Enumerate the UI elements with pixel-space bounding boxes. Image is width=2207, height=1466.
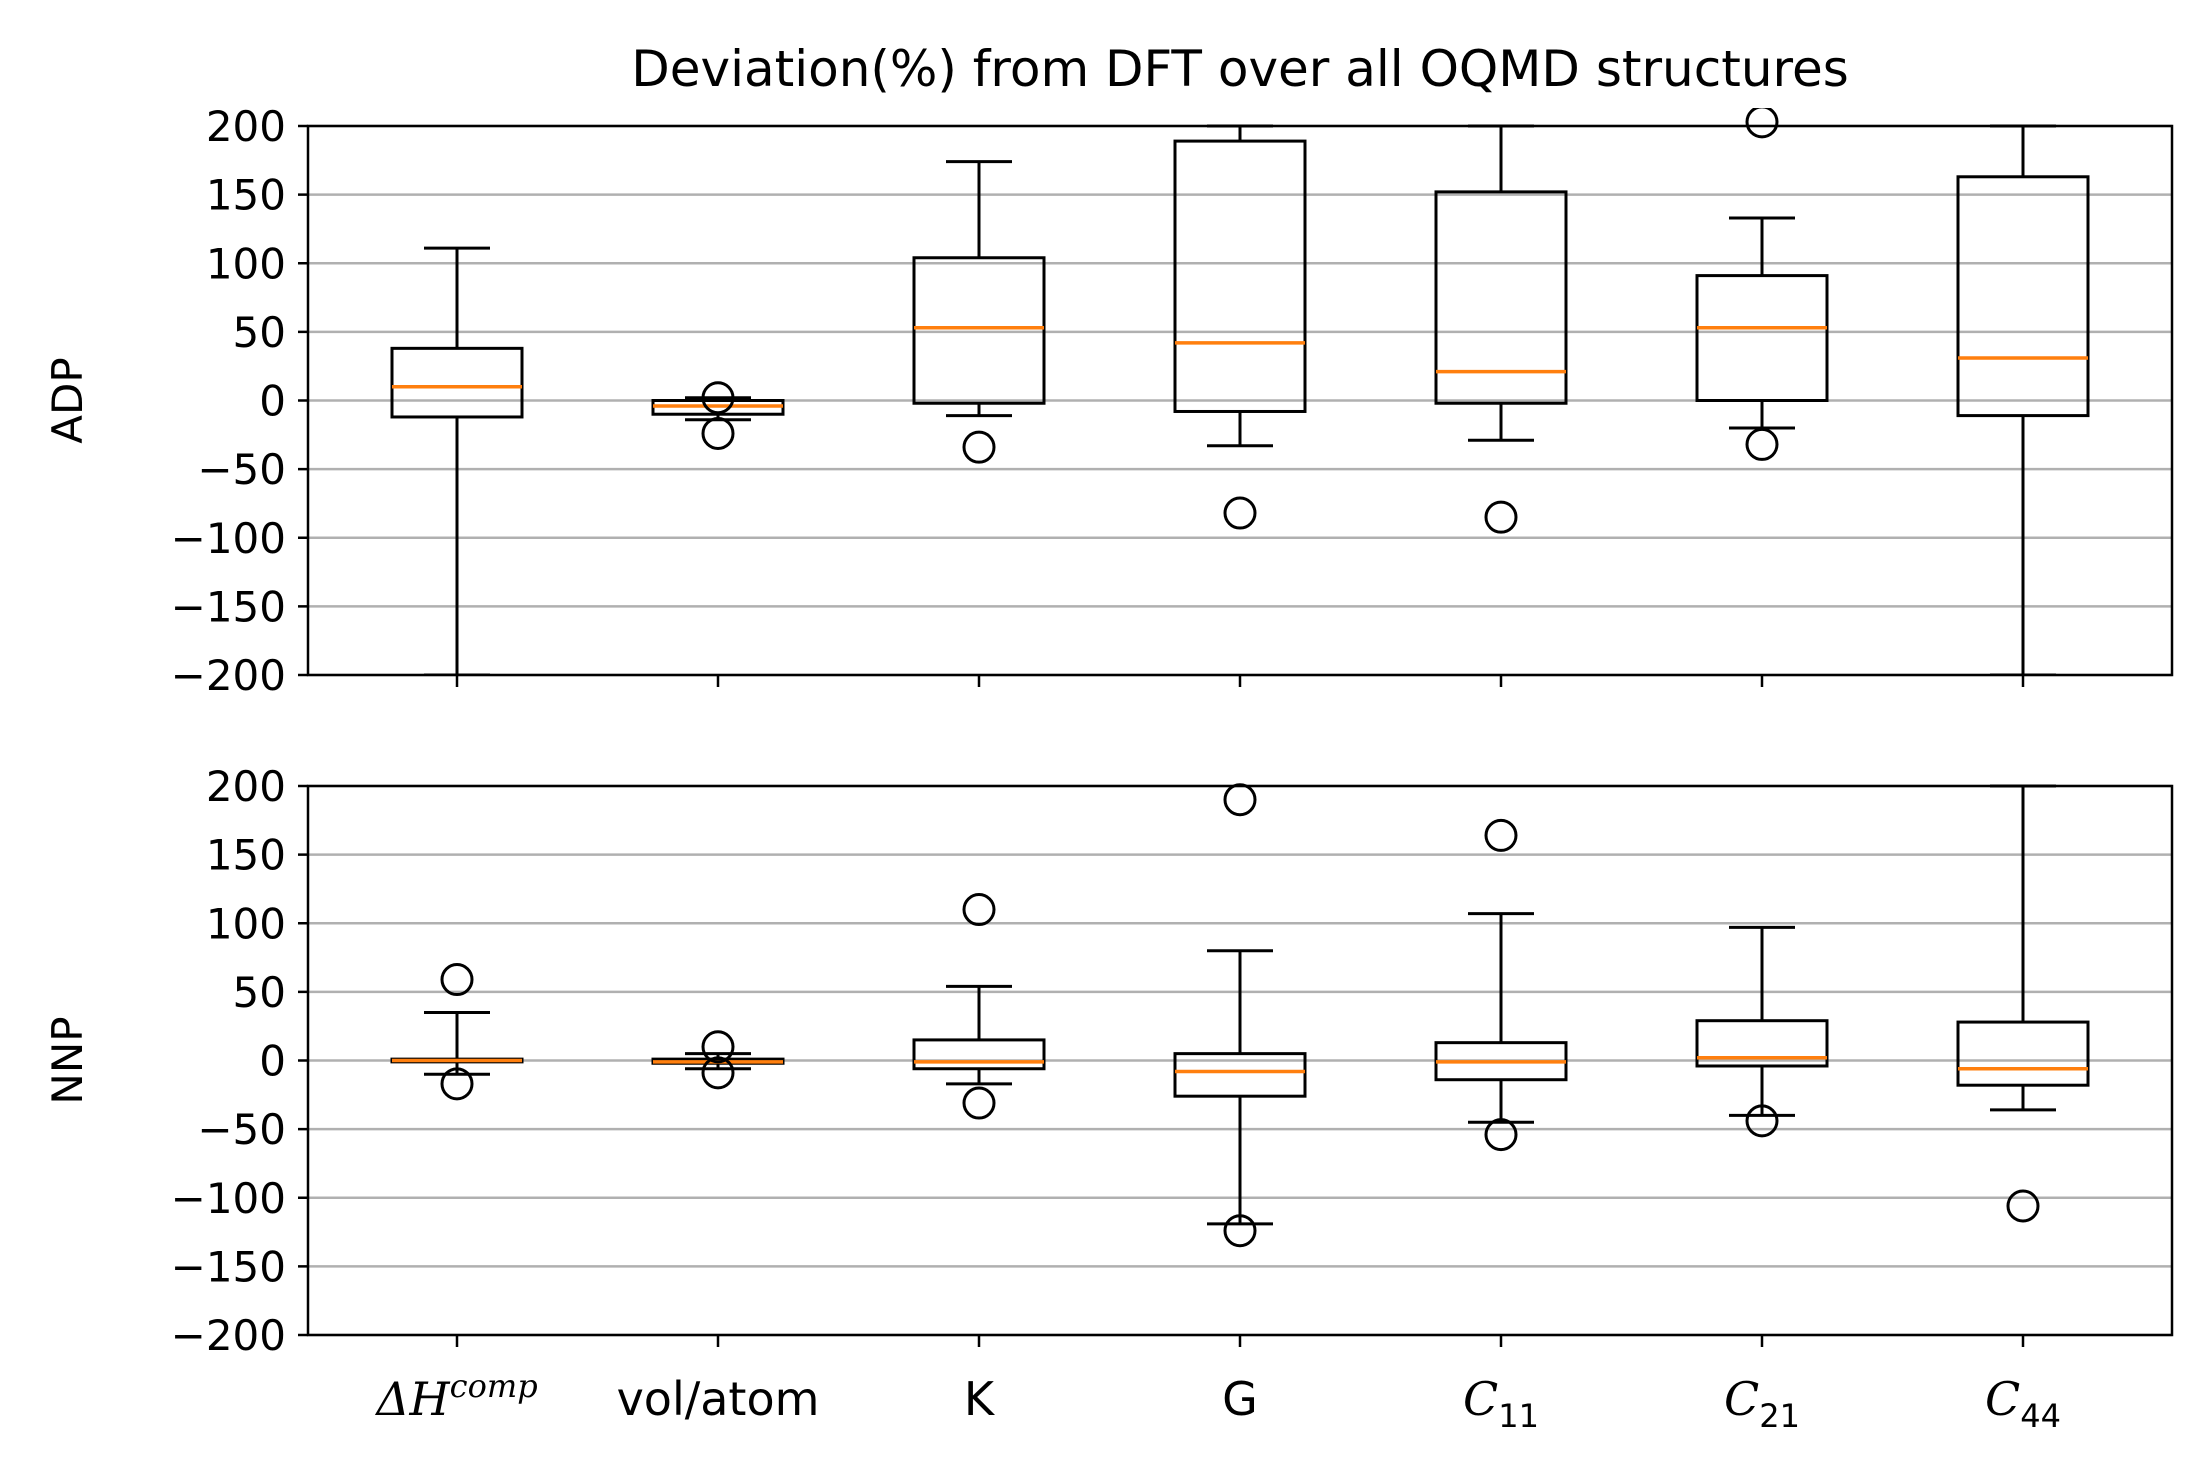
chart-title: Deviation(%) from DFT over all OQMD stru… xyxy=(631,40,1849,98)
outlier-point xyxy=(1484,500,1518,534)
box-C_21 xyxy=(1695,925,1829,1138)
box-ΔH^comp xyxy=(390,246,524,675)
y-tick-label: 0 xyxy=(259,377,286,426)
outlier-point xyxy=(440,1067,474,1101)
box-iqr xyxy=(1173,139,1307,413)
outlier-point xyxy=(962,893,996,927)
box-iqr xyxy=(912,256,1046,405)
outlier-point xyxy=(962,1086,996,1120)
box-K xyxy=(912,160,1046,464)
box-iqr xyxy=(1695,274,1829,403)
y-tick-label: −50 xyxy=(197,445,286,494)
y-tick-label: 50 xyxy=(233,308,286,357)
y-tick-label: −200 xyxy=(171,1311,286,1360)
x-tick-label: K xyxy=(964,1372,996,1426)
x-axis-category-labels: ΔHcomp vol/atom K G C11 C21 C44 xyxy=(374,1367,2061,1435)
outlier-point xyxy=(701,416,735,450)
box-C_44 xyxy=(1956,784,2090,1223)
x-tick-label: C11 xyxy=(1463,1372,1539,1435)
x-tick-label: C21 xyxy=(1724,1372,1800,1435)
x-tick-label: C44 xyxy=(1985,1372,2061,1435)
outlier-point xyxy=(2006,1189,2040,1223)
outlier-point xyxy=(440,963,474,997)
outlier-point xyxy=(1223,1214,1257,1248)
y-tick-label: −150 xyxy=(171,1242,286,1291)
box-vol/atom xyxy=(651,381,785,450)
outlier-point xyxy=(701,1030,735,1064)
outlier-point xyxy=(1484,818,1518,852)
outlier-point xyxy=(962,430,996,464)
box-ΔH^comp xyxy=(390,963,524,1101)
box-iqr xyxy=(912,1038,1046,1071)
outlier-point xyxy=(1745,108,1779,139)
y-tick-label: 150 xyxy=(206,171,286,220)
outlier-point xyxy=(1223,496,1257,530)
y-tick-label: −100 xyxy=(171,514,286,563)
x-tick-label: ΔHcomp xyxy=(374,1367,537,1426)
y-tick-label: −100 xyxy=(171,1174,286,1223)
box-iqr xyxy=(1956,175,2090,418)
y-tick-label: −200 xyxy=(171,651,286,700)
box-C_21 xyxy=(1695,108,1829,461)
y-tick-label: 100 xyxy=(206,899,286,948)
panel-adp: −200 −150 −100 −50 0 50 100 150 200 ADP xyxy=(43,102,2174,700)
outlier-point xyxy=(1745,427,1779,461)
box-vol/atom xyxy=(651,1030,785,1090)
box-iqr xyxy=(390,346,524,419)
y-tick-label: 200 xyxy=(206,762,286,811)
box-C_11 xyxy=(1434,818,1568,1152)
box-C_11 xyxy=(1434,124,1568,534)
panel-nnp: −200 −150 −100 −50 0 50 100 150 200 NNP xyxy=(43,762,2174,1360)
x-tick-label: vol/atom xyxy=(617,1372,820,1426)
y-tick-label: 150 xyxy=(206,831,286,880)
outlier-point xyxy=(701,381,735,415)
y-tick-label: 200 xyxy=(206,102,286,151)
box-G xyxy=(1173,124,1307,530)
box-iqr xyxy=(1434,190,1568,405)
box-G xyxy=(1173,783,1307,1248)
y-tick-label: −50 xyxy=(197,1105,286,1154)
y-tick-label: 0 xyxy=(259,1037,286,1086)
box-K xyxy=(912,893,1046,1120)
outlier-point xyxy=(1223,783,1257,817)
outlier-point xyxy=(701,1056,735,1090)
y-tick-label: 50 xyxy=(233,968,286,1017)
outlier-point xyxy=(1484,1118,1518,1152)
y-tick-label: −150 xyxy=(171,582,286,631)
y-axis-label: ADP xyxy=(43,357,92,443)
box-iqr xyxy=(1956,1020,2090,1087)
outlier-point xyxy=(1745,1104,1779,1138)
box-iqr xyxy=(1173,1052,1307,1098)
y-tick-label: 100 xyxy=(206,239,286,288)
box-iqr xyxy=(1695,1019,1829,1068)
y-axis-label: NNP xyxy=(43,1016,92,1104)
boxes-group xyxy=(390,108,2090,675)
x-tick-label: G xyxy=(1222,1372,1258,1426)
